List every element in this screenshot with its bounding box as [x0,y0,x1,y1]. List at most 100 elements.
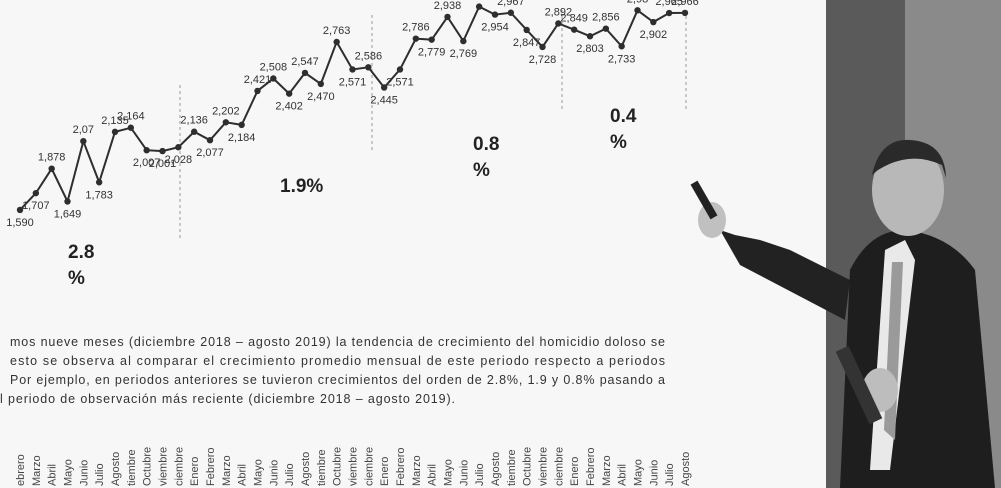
data-point [286,90,292,96]
data-point [634,7,640,13]
paragraph-line: l periodo de observación más reciente (d… [0,392,455,406]
data-point [666,10,672,16]
data-point [270,75,276,81]
data-point [207,137,213,143]
data-label: 2,028 [165,154,193,166]
data-label: 2,571 [339,76,367,88]
data-point [460,38,466,44]
data-point [349,66,355,72]
x-tick-label: Febrero [585,447,597,486]
data-label: 2,779 [418,47,446,59]
data-label: 2,571 [386,76,414,88]
data-label: 2,849 [560,13,588,25]
x-tick-label: Abril [237,464,249,486]
data-point [413,35,419,41]
data-label: 2,136 [180,115,208,127]
growth-annotation: % [610,132,627,153]
data-label: 2,856 [592,12,620,24]
data-label: 2,202 [212,105,240,117]
data-point [444,14,450,20]
data-label: 2,954 [481,22,509,34]
x-tick-label: Febrero [395,447,407,486]
data-label: 1,878 [38,152,66,164]
x-tick-label: viembre [158,447,170,486]
data-label: 2,470 [307,91,335,103]
x-tick-label: Octubre [332,447,344,486]
data-label: 2,769 [450,48,478,60]
data-label: 2,733 [608,53,636,65]
x-tick-label: ciembre [173,447,185,486]
x-tick-label: viembre [538,447,550,486]
growth-annotation: % [473,160,490,181]
data-point [492,11,498,17]
data-point [238,122,244,128]
data-point [397,66,403,72]
data-point [128,125,134,131]
x-tick-label: ciembre [553,447,565,486]
data-point [571,26,577,32]
x-tick-label: Julio [664,463,676,486]
data-label: 2,586 [355,50,383,62]
data-point [96,179,102,185]
data-label: 2,938 [434,0,462,12]
data-label: 2,07 [73,124,94,136]
x-tick-label: Marzo [221,455,233,486]
paragraph-line: Por ejemplo, en periodos anteriores se t… [10,373,665,387]
data-point [302,70,308,76]
data-point [603,25,609,31]
x-tick-label: Junio [458,460,470,486]
data-label: 1,649 [54,208,82,220]
growth-annotation: 0.4 [610,106,637,127]
data-point [191,129,197,135]
x-tick-label: Mayo [253,459,265,486]
x-tick-label: tiembre [506,449,518,486]
x-tick-label: Agosto [490,452,502,486]
data-point [365,64,371,70]
x-tick-label: Abril [47,464,59,486]
x-tick-label: Julio [474,463,486,486]
data-label: 2,164 [117,111,145,123]
x-tick-label: Enero [189,457,201,486]
x-tick-label: Agosto [680,452,692,486]
x-tick-label: Mayo [63,459,75,486]
x-tick-label: Mayo [443,459,455,486]
data-point [682,10,688,16]
growth-annotation: 0.8 [473,134,499,155]
x-tick-label: Junio [648,460,660,486]
data-point [428,36,434,42]
paragraph-line: mos nueve meses (diciembre 2018 – agosto… [10,335,665,349]
x-tick-label: Junio [78,460,90,486]
x-tick-label: Marzo [411,455,423,486]
data-label: 2,402 [275,101,303,113]
data-label: 1,590 [6,217,34,229]
paragraph-line: esto se observa al comparar el crecimien… [10,354,665,368]
data-label: 2,803 [576,43,604,55]
x-tick-label: Julio [94,463,106,486]
x-tick-label: ciembre [363,447,375,486]
data-label: 2,445 [370,94,398,106]
data-point [143,147,149,153]
x-tick-label: Octubre [142,447,154,486]
x-tick-label: viembre [348,447,360,486]
data-label: 2,547 [291,56,319,68]
data-label: 2,077 [196,147,224,159]
x-tick-label: Abril [427,464,439,486]
x-tick-label: Julio [284,463,296,486]
data-label: 1,707 [22,200,50,212]
data-point [175,144,181,150]
growth-annotation: 1.9% [280,176,323,197]
data-label: 2,966 [671,0,699,8]
x-tick-label: Abril [617,464,629,486]
data-point [33,190,39,196]
x-tick-label: Agosto [110,452,122,486]
x-tick-label: Enero [379,457,391,486]
data-label: 1,783 [85,189,113,201]
data-point [223,119,229,125]
data-label: 2,421 [244,74,272,86]
data-label: 2,728 [529,54,557,66]
data-point [64,198,70,204]
page: 1,590ebrero1,707Marzo1,878Abril1,649Mayo… [0,0,1001,488]
data-label: 2,184 [228,132,256,144]
data-label: 2,98 [627,0,648,5]
growth-annotation: 2.8 [68,242,94,263]
